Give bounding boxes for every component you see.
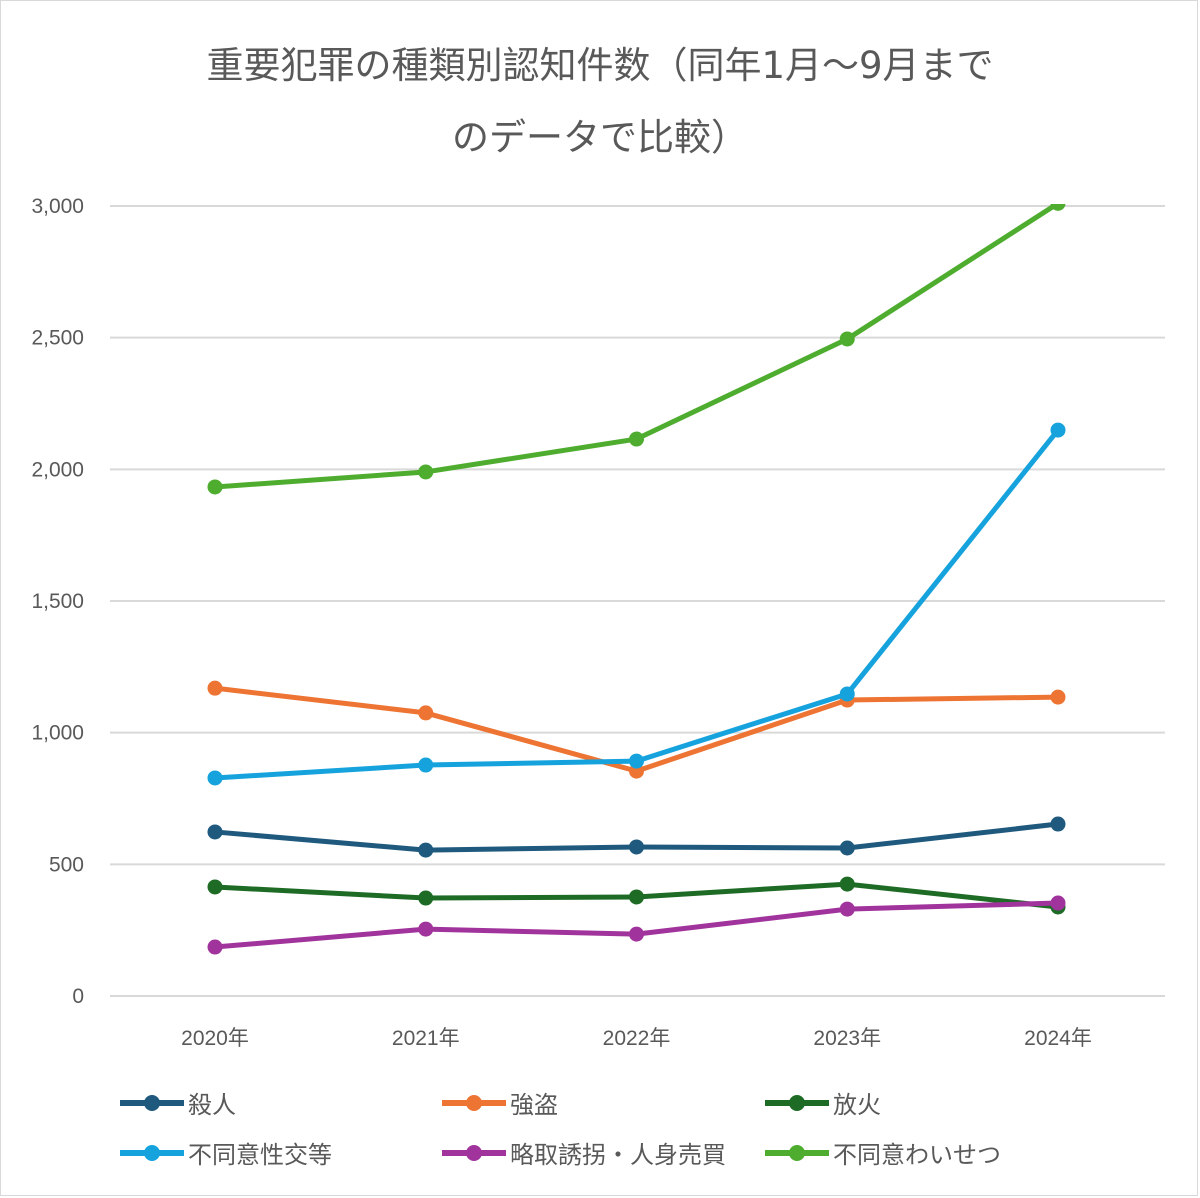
y-tick-label: 0 xyxy=(72,985,84,1008)
legend-swatch xyxy=(120,1144,184,1161)
legend-label: 不同意わいせつ xyxy=(833,1141,1001,1169)
legend-item: 不同意わいせつ xyxy=(765,1135,1001,1170)
legend-swatch xyxy=(442,1094,506,1111)
data-point xyxy=(418,705,434,721)
series-line xyxy=(214,428,1060,781)
data-point xyxy=(839,876,855,892)
legend-swatch xyxy=(765,1094,829,1111)
data-point xyxy=(207,939,223,955)
legend-item: 略取誘拐・人身売買 xyxy=(442,1135,726,1170)
legend-swatch xyxy=(765,1144,829,1161)
x-tick-label: 2021年 xyxy=(392,1027,460,1050)
legend-item: 放火 xyxy=(765,1085,881,1120)
data-point xyxy=(207,770,223,786)
data-point xyxy=(839,901,855,917)
chart-title-line-2: のデータで比較） xyxy=(452,116,748,159)
x-tick-label: 2020年 xyxy=(181,1027,249,1050)
data-point xyxy=(1050,422,1066,438)
data-point xyxy=(207,680,223,696)
data-point xyxy=(418,842,434,858)
legend-swatch xyxy=(442,1144,506,1161)
chart-title: 重要犯罪の種類別認知件数（同年1月～9月まで のデータで比較） xyxy=(100,30,1100,174)
legend-label: 放火 xyxy=(833,1091,881,1119)
data-point xyxy=(629,926,644,942)
data-point xyxy=(418,921,434,937)
series-4 xyxy=(207,895,1066,955)
data-point xyxy=(207,479,223,495)
x-tick-label: 2022年 xyxy=(603,1027,671,1050)
data-point xyxy=(1050,689,1066,705)
series-0 xyxy=(207,816,1066,858)
legend-swatch xyxy=(120,1094,184,1111)
y-tick-label: 500 xyxy=(49,853,84,876)
data-point xyxy=(629,753,644,769)
x-tick-label: 2024年 xyxy=(1024,1027,1092,1050)
data-point xyxy=(207,824,223,840)
data-point xyxy=(839,686,855,702)
data-point xyxy=(1050,895,1066,911)
legend-label: 不同意性交等 xyxy=(188,1141,332,1169)
data-point xyxy=(207,879,223,895)
data-point xyxy=(629,839,644,855)
x-tick-label: 2023年 xyxy=(813,1027,881,1050)
data-point xyxy=(629,889,644,905)
series-2 xyxy=(207,876,1066,915)
y-tick-label: 2,000 xyxy=(31,458,84,481)
legend-label: 殺人 xyxy=(188,1091,236,1119)
chart-title-line-1: 重要犯罪の種類別認知件数（同年1月～9月まで xyxy=(206,44,994,87)
data-point xyxy=(629,431,644,447)
data-point xyxy=(839,331,855,347)
series-5 xyxy=(207,204,1066,495)
legend-label: 略取誘拐・人身売買 xyxy=(510,1141,726,1169)
series-3 xyxy=(207,422,1066,786)
legend-item: 強盗 xyxy=(442,1085,558,1120)
data-point xyxy=(418,464,434,480)
legend-label: 強盗 xyxy=(510,1091,558,1119)
data-point xyxy=(1050,204,1066,211)
data-point xyxy=(1050,816,1066,832)
y-tick-label: 1,000 xyxy=(31,722,84,745)
y-tick-label: 2,500 xyxy=(31,327,84,350)
data-point xyxy=(418,757,434,773)
data-point xyxy=(839,840,855,856)
y-tick-label: 3,000 xyxy=(31,195,84,218)
data-point xyxy=(418,890,434,906)
legend-item: 殺人 xyxy=(120,1085,236,1120)
y-tick-label: 1,500 xyxy=(31,590,84,613)
legend-item: 不同意性交等 xyxy=(120,1135,332,1170)
